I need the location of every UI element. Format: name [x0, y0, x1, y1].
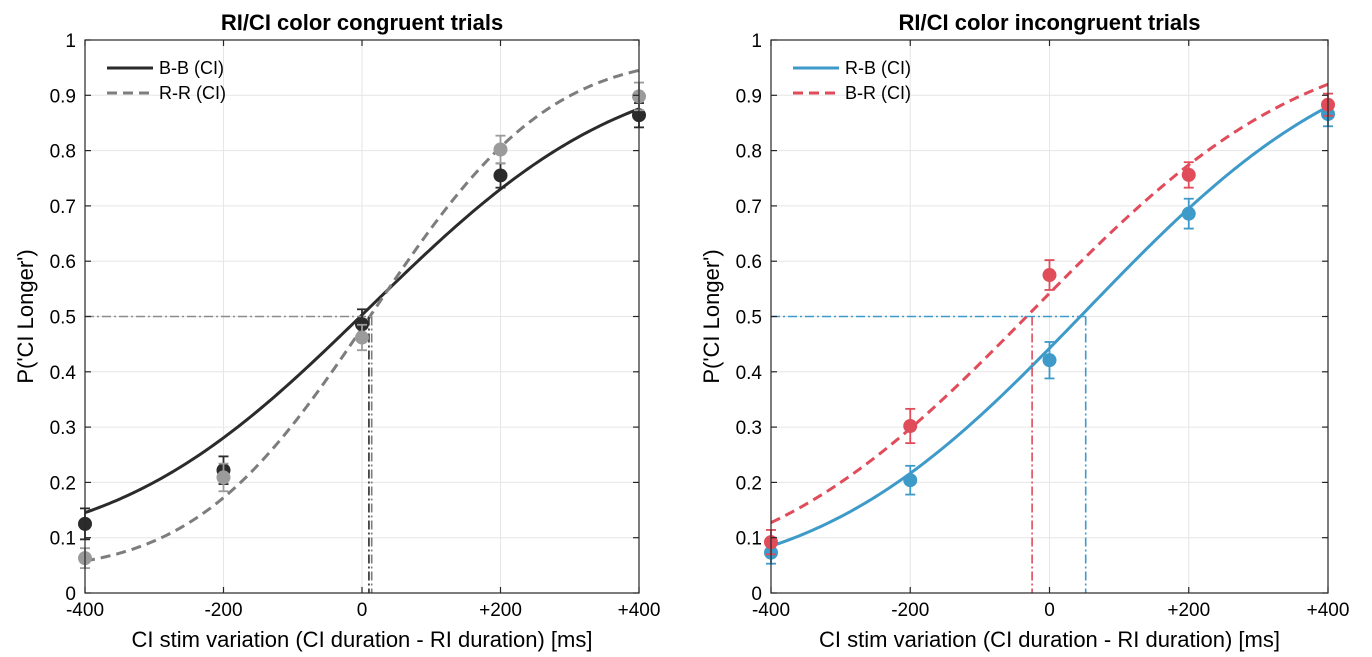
x-tick-label: +400 — [618, 600, 661, 621]
y-tick-label: 0.1 — [50, 529, 76, 550]
legend-label-2: B-R (CI) — [845, 83, 911, 103]
x-tick-label: +200 — [479, 600, 522, 621]
y-tick-label: 0.2 — [736, 473, 762, 494]
y-tick-label: 0.8 — [736, 142, 762, 163]
x-tick-label: 0 — [357, 600, 368, 621]
x-tick-label: -400 — [66, 600, 104, 621]
x-tick-label: 0 — [1044, 600, 1055, 621]
y-tick-label: 0.9 — [50, 86, 76, 107]
y-tick-label: 0.6 — [736, 252, 762, 273]
data-point — [216, 470, 231, 485]
y-tick-label: 0.3 — [736, 418, 762, 439]
legend-label-1: R-B (CI) — [845, 58, 911, 78]
y-tick-label: 0 — [65, 584, 76, 605]
x-axis-label: CI stim variation (CI duration - RI dura… — [132, 627, 593, 652]
y-tick-label: 0.7 — [50, 197, 76, 218]
x-tick-label: +400 — [1307, 600, 1350, 621]
chart-title: RI/CI color incongruent trials — [899, 10, 1201, 35]
x-tick-label: -400 — [752, 600, 790, 621]
fit-curve-2 — [770, 82, 1329, 524]
data-point — [1042, 353, 1057, 368]
y-tick-label: 0.5 — [50, 308, 76, 329]
y-tick-label: 0.9 — [736, 86, 762, 107]
x-tick-label: +200 — [1167, 600, 1210, 621]
legend-label-1: B-B (CI) — [159, 58, 224, 78]
y-tick-label: 0.5 — [736, 308, 762, 329]
y-tick-label: 0.7 — [736, 197, 762, 218]
chart-panel-incongruent: 0 0.1 0.2 0.3 0.4 0.5 0.6 0.7 0.8 0.9 1 -400 -200 0 +2… — [699, 10, 1349, 652]
data-point — [355, 330, 369, 345]
data-point — [903, 473, 918, 488]
y-tick-label: 0.2 — [50, 473, 76, 494]
y-tick-label: 1 — [751, 31, 762, 52]
chart-panel-congruent: 0 0.1 0.2 0.3 0.4 0.5 0.6 0.7 0.8 0.9 1 -400 -200 0 +2… — [13, 10, 660, 652]
y-tick-label: 0.6 — [50, 252, 76, 273]
data-point — [493, 168, 508, 183]
y-axis-label: P('CI Longer') — [699, 249, 724, 383]
y-tick-label: 0.3 — [50, 418, 76, 439]
x-axis-label: CI stim variation (CI duration - RI dura… — [819, 627, 1280, 652]
data-point — [1181, 167, 1196, 182]
data-point — [493, 142, 508, 157]
x-tick-label: -200 — [204, 600, 242, 621]
data-point — [1042, 268, 1057, 283]
y-axis-label: P('CI Longer') — [13, 249, 38, 383]
y-tick-label: 1 — [65, 31, 76, 52]
legend-label-2: R-R (CI) — [159, 83, 226, 103]
y-tick-label: 0.1 — [736, 529, 762, 550]
x-tick-label: -200 — [891, 600, 929, 621]
chart-title: RI/CI color congruent trials — [221, 10, 503, 35]
y-tick-label: 0.8 — [50, 142, 76, 163]
y-tick-label: 0.4 — [736, 363, 763, 384]
data-point — [1181, 206, 1196, 221]
data-point — [903, 418, 918, 433]
y-tick-label: 0 — [751, 584, 762, 605]
y-tick-label: 0.4 — [50, 363, 77, 384]
